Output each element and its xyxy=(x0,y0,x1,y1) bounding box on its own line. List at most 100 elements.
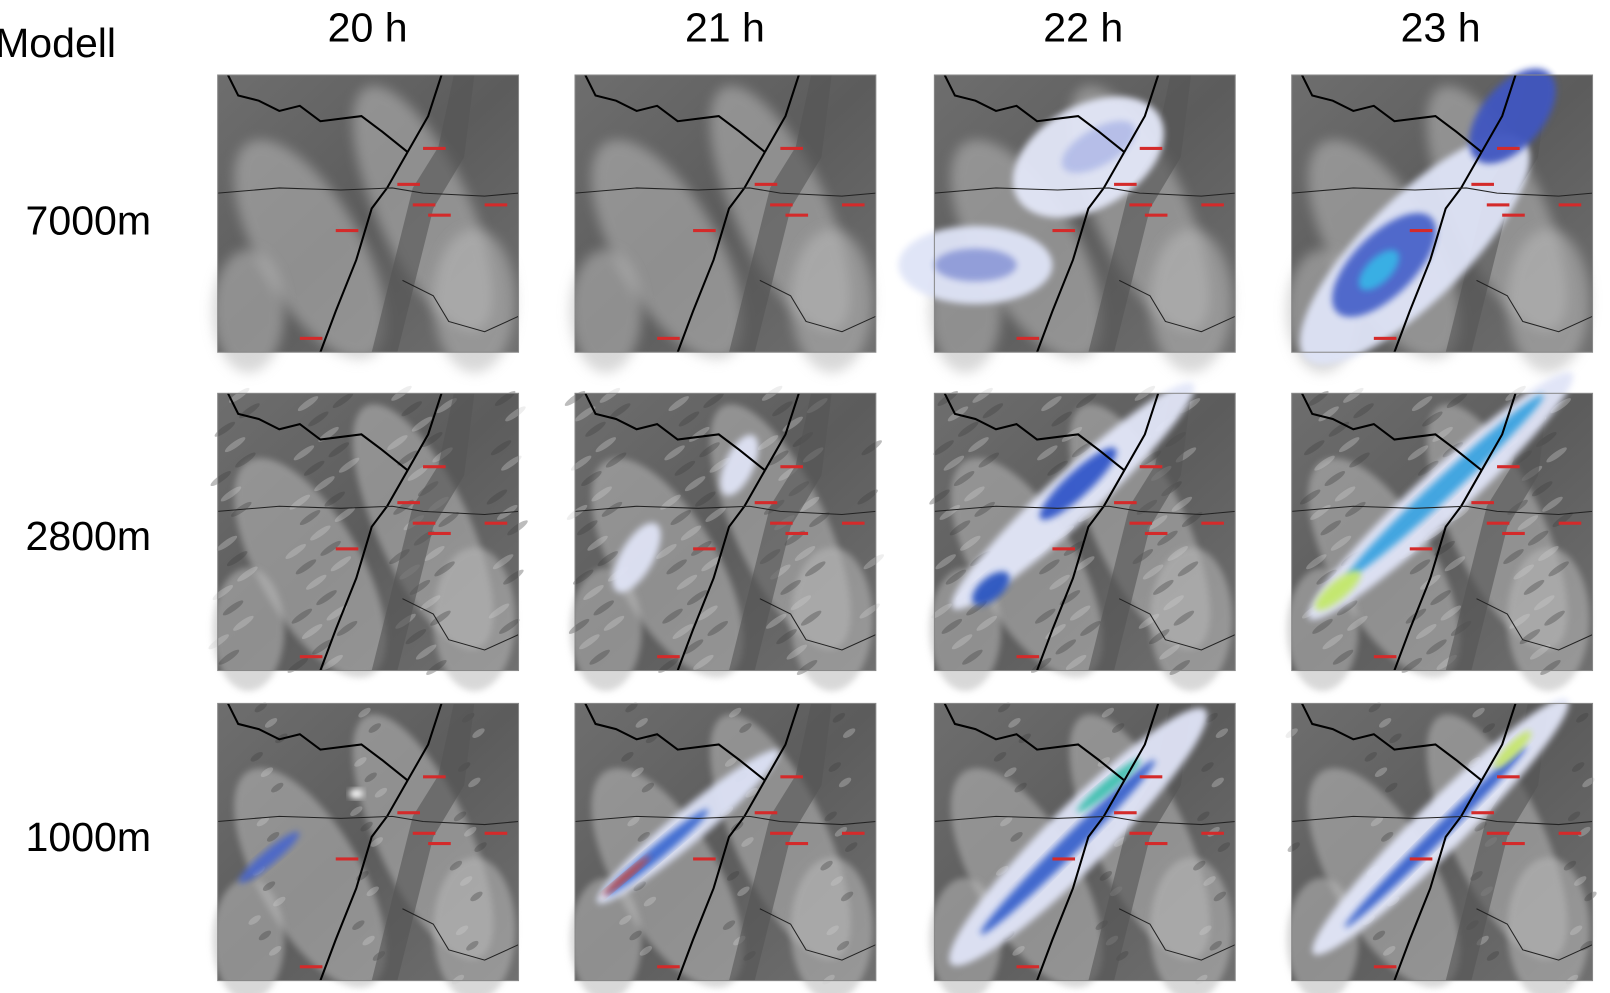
city-marker xyxy=(657,965,680,968)
city-marker xyxy=(1497,147,1520,150)
city-marker xyxy=(1201,832,1224,835)
city-marker xyxy=(1140,775,1163,778)
city-marker xyxy=(1410,547,1433,550)
city-marker xyxy=(423,775,446,778)
city-marker xyxy=(842,522,865,525)
city-marker xyxy=(842,832,865,835)
city-marker xyxy=(1114,501,1137,504)
city-marker xyxy=(485,203,508,206)
map-panel xyxy=(561,696,878,993)
map-panel xyxy=(204,68,521,382)
city-marker xyxy=(485,832,508,835)
city-marker xyxy=(1052,229,1075,232)
column-header: 21 h xyxy=(685,5,765,51)
city-marker xyxy=(657,655,680,658)
city-marker xyxy=(428,532,451,535)
city-marker xyxy=(1017,965,1040,968)
city-marker xyxy=(842,203,865,206)
city-marker xyxy=(397,183,420,186)
city-marker xyxy=(1502,842,1525,845)
city-marker xyxy=(336,857,359,860)
city-marker xyxy=(1559,203,1582,206)
terrain-ridge xyxy=(213,568,285,691)
city-marker xyxy=(1145,214,1168,217)
city-marker xyxy=(1410,229,1433,232)
city-marker xyxy=(693,857,716,860)
precip-area xyxy=(934,249,1016,282)
city-marker xyxy=(428,214,451,217)
city-marker xyxy=(1502,214,1525,217)
page: Modell 20 h21 h22 h23 h7000m2800m1000m (… xyxy=(0,0,1610,993)
terrain-ridge xyxy=(1507,229,1589,373)
city-marker xyxy=(1017,655,1040,658)
city-marker xyxy=(1502,532,1525,535)
city-marker xyxy=(755,811,778,814)
city-marker xyxy=(1017,337,1040,340)
city-marker xyxy=(336,229,359,232)
city-marker xyxy=(1052,547,1075,550)
terrain-ridge xyxy=(1150,229,1232,373)
city-marker xyxy=(785,532,808,535)
city-marker xyxy=(780,147,803,150)
map-panel xyxy=(561,384,885,701)
city-marker xyxy=(1487,203,1510,206)
city-marker xyxy=(693,229,716,232)
city-marker xyxy=(397,811,420,814)
map-panel xyxy=(204,384,529,701)
city-marker xyxy=(336,547,359,550)
city-marker xyxy=(1129,522,1152,525)
map-panel xyxy=(921,688,1238,993)
column-header: 23 h xyxy=(1401,5,1481,51)
city-marker xyxy=(1471,183,1494,186)
city-marker xyxy=(1487,832,1510,835)
city-marker xyxy=(1410,857,1433,860)
city-marker xyxy=(485,522,508,525)
city-marker xyxy=(1114,183,1137,186)
city-marker xyxy=(1497,465,1520,468)
row-label: 2800m xyxy=(26,513,152,559)
city-marker xyxy=(397,501,420,504)
city-marker xyxy=(1052,857,1075,860)
map-panel xyxy=(1270,53,1596,395)
city-marker xyxy=(1559,832,1582,835)
city-marker xyxy=(423,147,446,150)
city-marker xyxy=(428,842,451,845)
city-marker xyxy=(413,203,436,206)
city-marker xyxy=(770,203,793,206)
city-marker xyxy=(780,775,803,778)
city-marker xyxy=(1114,811,1137,814)
city-marker xyxy=(657,337,680,340)
terrain-ridge xyxy=(791,229,873,373)
city-marker xyxy=(1201,522,1224,525)
city-marker xyxy=(300,337,323,340)
city-marker xyxy=(780,465,803,468)
map-panel xyxy=(1278,355,1595,700)
city-marker xyxy=(1471,811,1494,814)
terrain-ridge xyxy=(570,250,642,373)
city-marker xyxy=(1487,522,1510,525)
city-marker xyxy=(785,214,808,217)
city-marker xyxy=(413,832,436,835)
city-marker xyxy=(1129,203,1152,206)
city-marker xyxy=(1374,655,1397,658)
city-marker xyxy=(785,842,808,845)
city-marker xyxy=(770,832,793,835)
city-marker xyxy=(770,522,793,525)
city-marker xyxy=(1145,842,1168,845)
city-marker xyxy=(755,183,778,186)
city-marker xyxy=(1559,522,1582,525)
column-header: 22 h xyxy=(1043,5,1123,51)
city-marker xyxy=(1471,501,1494,504)
city-marker xyxy=(423,465,446,468)
city-marker xyxy=(755,501,778,504)
city-marker xyxy=(693,547,716,550)
city-marker xyxy=(300,655,323,658)
map-panel xyxy=(1278,682,1598,993)
precip-area xyxy=(349,789,363,799)
city-marker xyxy=(1140,147,1163,150)
map-panel xyxy=(898,68,1238,382)
city-marker xyxy=(1201,203,1224,206)
city-marker xyxy=(1374,965,1397,968)
city-marker xyxy=(1145,532,1168,535)
city-marker xyxy=(413,522,436,525)
